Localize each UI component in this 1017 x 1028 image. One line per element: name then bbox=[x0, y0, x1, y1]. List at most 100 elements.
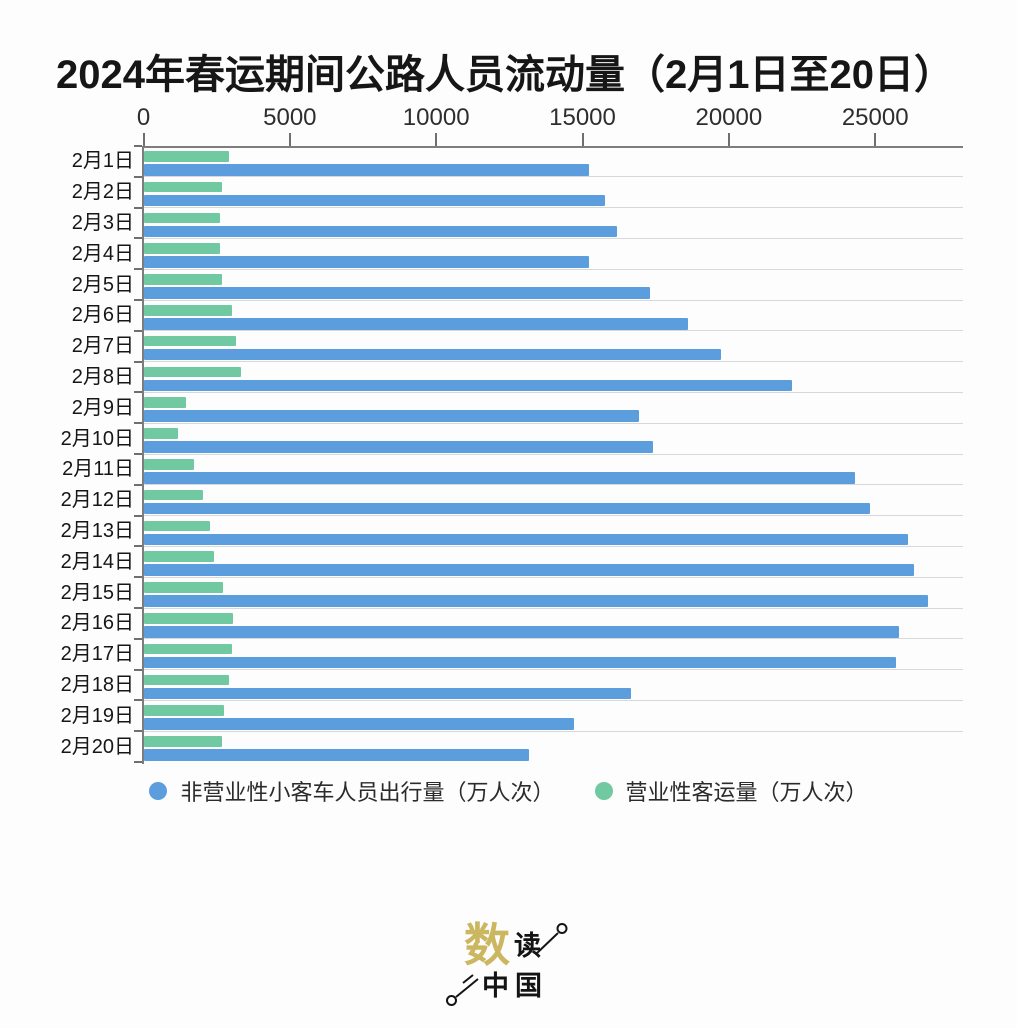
y-category-label: 2月17日 bbox=[60, 643, 134, 666]
y-category-label: 2月20日 bbox=[60, 735, 134, 758]
bar-commercial bbox=[144, 551, 215, 562]
row-separator-line bbox=[143, 391, 963, 393]
y-axis-tick-mark bbox=[134, 545, 142, 548]
bar-noncommercial bbox=[144, 287, 651, 299]
y-axis-tick-mark bbox=[134, 422, 142, 425]
row-separator-line bbox=[143, 607, 963, 609]
y-axis-line bbox=[142, 146, 144, 764]
y-axis-tick-mark bbox=[134, 668, 142, 671]
y-axis-tick-mark bbox=[134, 268, 142, 271]
row-separator-line bbox=[143, 484, 963, 486]
y-axis-tick-mark bbox=[134, 145, 142, 147]
logo-second-char: 读 bbox=[514, 931, 541, 961]
bar-noncommercial bbox=[144, 533, 908, 546]
y-category-label: 2月3日 bbox=[71, 212, 134, 234]
legend-item-1: 营业性客运量（万人次） bbox=[594, 775, 868, 807]
brand-logo-graphic: 数 读 中国 bbox=[446, 920, 568, 1006]
row-separator-line bbox=[143, 515, 963, 517]
y-category-label: 2月6日 bbox=[71, 304, 134, 327]
y-category-label: 2月4日 bbox=[71, 242, 134, 265]
bar-noncommercial bbox=[144, 718, 575, 730]
bar-noncommercial bbox=[144, 410, 639, 422]
bar-commercial bbox=[144, 459, 194, 470]
bar-commercial bbox=[144, 181, 222, 193]
bar-commercial bbox=[144, 520, 210, 532]
bar-noncommercial bbox=[144, 348, 721, 361]
y-category-label: 2月1日 bbox=[71, 150, 134, 173]
logo-main-char: 数 bbox=[464, 920, 510, 971]
x-axis-tick-mark bbox=[288, 133, 291, 146]
row-separator-line bbox=[143, 453, 963, 455]
x-axis-tick-mark bbox=[435, 133, 438, 146]
y-category-label: 2月5日 bbox=[71, 273, 134, 296]
bar-commercial bbox=[144, 305, 232, 316]
plot-area: 0 5000 10000 15000 20000 25000 2月1日 2月2日 2月3日 2月4… bbox=[60, 104, 963, 764]
bar-commercial bbox=[144, 366, 241, 378]
bar-noncommercial bbox=[144, 194, 605, 207]
bar-noncommercial bbox=[144, 164, 589, 176]
bar-commercial bbox=[144, 428, 178, 439]
y-category-label: 2月9日 bbox=[71, 396, 134, 419]
legend-dot-icon bbox=[594, 782, 613, 800]
bar-commercial bbox=[144, 705, 225, 716]
y-category-label: 2月16日 bbox=[60, 612, 134, 635]
y-axis-tick-mark bbox=[134, 730, 142, 733]
bar-commercial bbox=[144, 243, 221, 254]
row-separator-line bbox=[143, 237, 963, 239]
y-axis-tick-mark bbox=[134, 637, 142, 640]
x-axis-tick-mark bbox=[581, 133, 584, 146]
y-axis-tick-mark bbox=[134, 391, 142, 394]
bar-commercial bbox=[144, 274, 222, 285]
x-axis-tick-label: 20000 bbox=[695, 104, 763, 131]
y-axis-tick-mark bbox=[134, 483, 142, 486]
y-category-label: 2月2日 bbox=[71, 181, 134, 204]
legend-label: 非营业性小客车人员出行量（万人次） bbox=[180, 780, 555, 805]
bar-commercial bbox=[144, 613, 234, 624]
y-axis-tick-mark bbox=[134, 453, 142, 455]
y-category-label: 2月11日 bbox=[62, 458, 134, 481]
legend: 非营业性小客车人员出行量（万人次） 营业性客运量（万人次） bbox=[0, 775, 1017, 807]
row-separator-line bbox=[143, 422, 963, 424]
row-separator-line bbox=[143, 299, 963, 301]
y-axis-tick-mark bbox=[134, 360, 142, 363]
y-category-label: 2月10日 bbox=[60, 427, 134, 450]
row-separator-line bbox=[143, 545, 963, 547]
x-axis-tick-label: 15000 bbox=[549, 104, 616, 131]
y-axis-tick-mark bbox=[134, 237, 142, 240]
bar-noncommercial bbox=[144, 687, 632, 700]
row-separator-line bbox=[143, 669, 963, 671]
row-separator-line bbox=[143, 699, 963, 701]
bar-commercial bbox=[144, 212, 221, 224]
y-axis-tick-mark bbox=[134, 761, 142, 763]
y-axis-tick-mark bbox=[134, 514, 142, 517]
row-separator-line bbox=[143, 330, 963, 332]
bar-commercial bbox=[144, 643, 232, 655]
bar-noncommercial bbox=[144, 225, 617, 238]
legend-dot-icon bbox=[149, 782, 168, 800]
legend-item-0: 非营业性小客车人员出行量（万人次） bbox=[149, 775, 555, 807]
bar-noncommercial bbox=[144, 502, 870, 515]
y-axis-tick-mark bbox=[134, 607, 142, 609]
bar-noncommercial bbox=[144, 441, 654, 453]
row-separator-line bbox=[143, 361, 963, 363]
y-axis-tick-mark bbox=[134, 299, 142, 301]
row-separator-line bbox=[143, 207, 963, 209]
brand-logo: 数 读 中国 bbox=[437, 903, 587, 1015]
y-category-label: 2月8日 bbox=[71, 366, 134, 388]
bar-noncommercial bbox=[144, 379, 793, 392]
row-separator-line bbox=[143, 176, 963, 178]
bar-commercial bbox=[144, 151, 229, 162]
bar-noncommercial bbox=[144, 626, 900, 638]
legend-label: 营业性客运量（万人次） bbox=[625, 780, 868, 805]
bar-noncommercial bbox=[144, 564, 914, 576]
bar-noncommercial bbox=[144, 656, 897, 669]
bar-commercial bbox=[144, 489, 203, 501]
bar-commercial bbox=[144, 736, 222, 747]
row-separator-line bbox=[143, 730, 963, 732]
y-axis-tick-mark bbox=[134, 576, 142, 579]
y-category-label: 2月18日 bbox=[60, 674, 134, 696]
chart-title: 2024年春运期间公路人员流动量（2月1日至20日） bbox=[56, 53, 954, 97]
logo-pin-lines bbox=[446, 923, 568, 1006]
y-axis-tick-mark bbox=[134, 206, 142, 209]
